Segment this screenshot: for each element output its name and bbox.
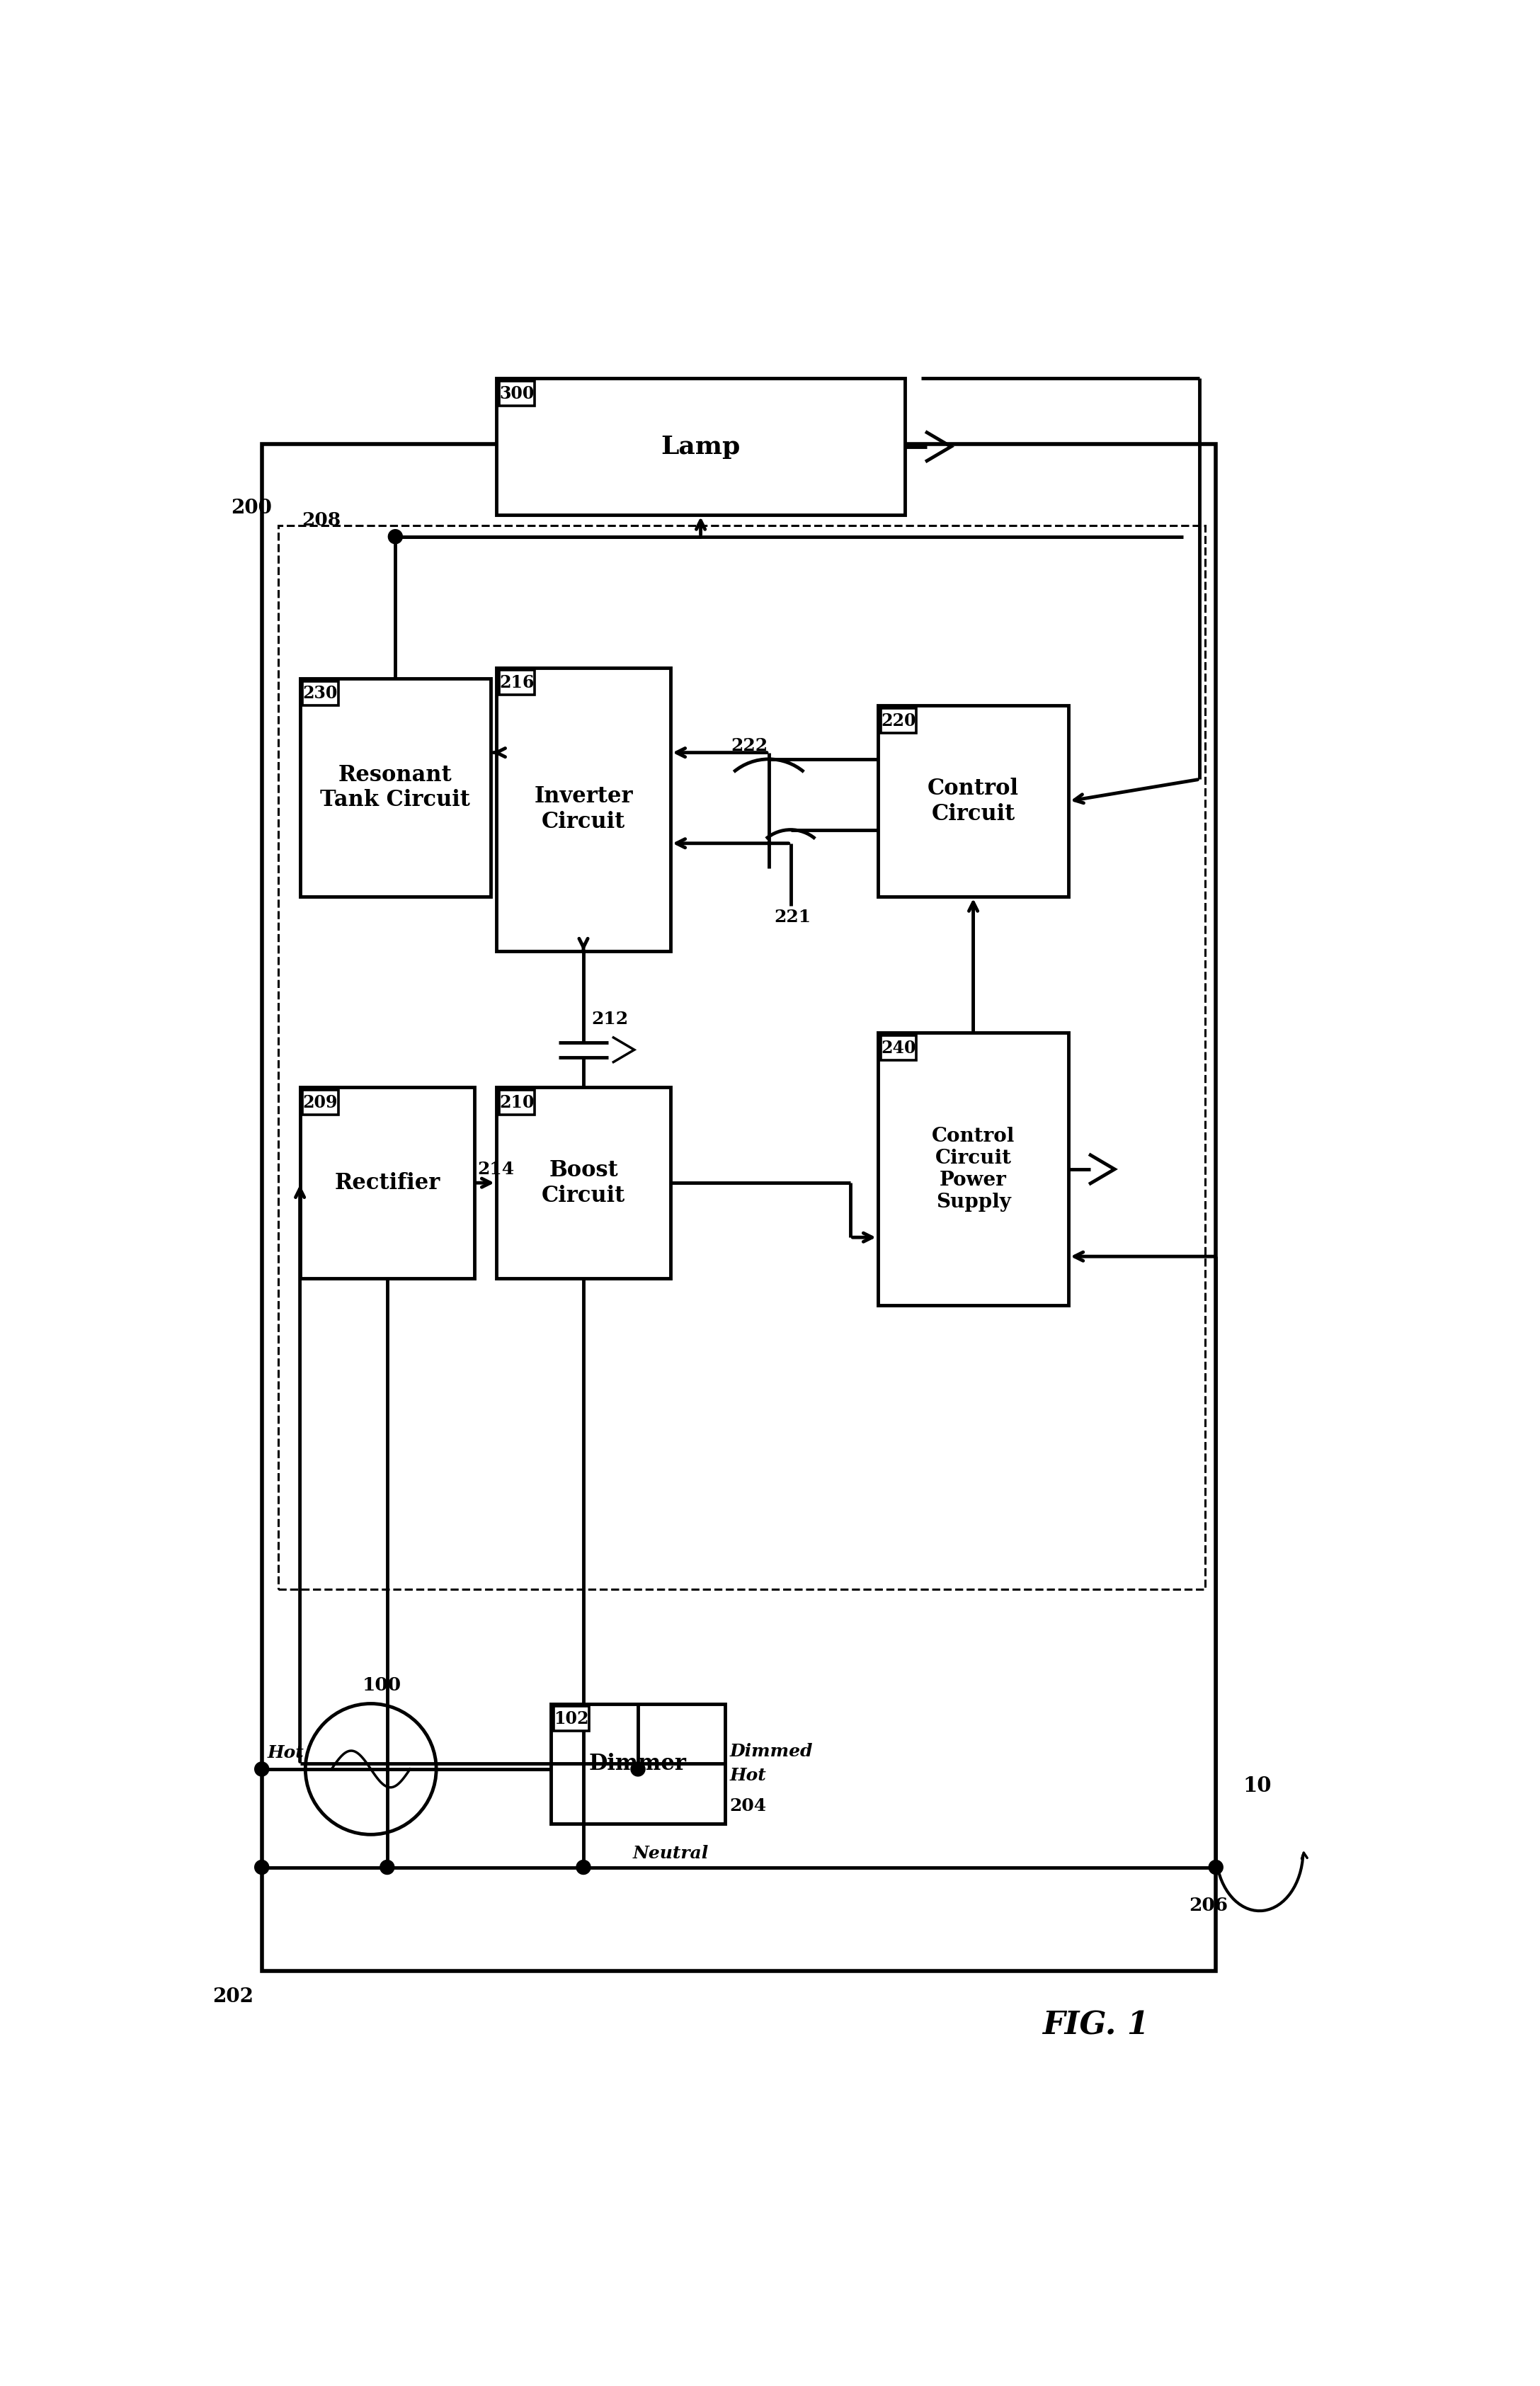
FancyBboxPatch shape: [551, 1704, 725, 1823]
Text: 214: 214: [477, 1160, 514, 1179]
Circle shape: [380, 1861, 394, 1875]
FancyBboxPatch shape: [496, 379, 906, 515]
Text: 200: 200: [231, 499, 271, 518]
FancyBboxPatch shape: [499, 1090, 534, 1114]
Text: 206: 206: [1189, 1897, 1227, 1914]
Text: Hot: Hot: [730, 1768, 767, 1785]
Text: 222: 222: [730, 737, 767, 754]
Text: 209: 209: [303, 1093, 337, 1112]
Text: 216: 216: [499, 673, 534, 692]
FancyBboxPatch shape: [300, 678, 491, 897]
Circle shape: [1209, 1861, 1223, 1875]
Text: 208: 208: [302, 511, 340, 530]
FancyBboxPatch shape: [300, 1088, 474, 1279]
FancyBboxPatch shape: [499, 670, 534, 694]
Text: 102: 102: [554, 1711, 588, 1727]
FancyBboxPatch shape: [496, 1088, 671, 1279]
Text: Boost
Circuit: Boost Circuit: [542, 1160, 625, 1207]
Text: 230: 230: [303, 685, 337, 701]
FancyBboxPatch shape: [881, 709, 916, 733]
Circle shape: [388, 530, 402, 544]
FancyBboxPatch shape: [499, 382, 534, 406]
Circle shape: [631, 1761, 645, 1775]
Text: 300: 300: [499, 384, 534, 401]
Text: 221: 221: [775, 909, 812, 926]
FancyBboxPatch shape: [878, 1033, 1069, 1305]
Text: Inverter
Circuit: Inverter Circuit: [534, 785, 633, 833]
FancyBboxPatch shape: [303, 1090, 339, 1114]
Text: Neutral: Neutral: [633, 1844, 708, 1861]
Text: 202: 202: [213, 1988, 254, 2007]
Text: 212: 212: [591, 1012, 628, 1028]
FancyBboxPatch shape: [303, 680, 339, 706]
Text: Dimmer: Dimmer: [590, 1754, 687, 1775]
FancyBboxPatch shape: [878, 706, 1069, 897]
Text: 210: 210: [499, 1093, 534, 1112]
Text: Control
Circuit: Control Circuit: [927, 778, 1019, 826]
Text: Rectifier: Rectifier: [334, 1172, 440, 1193]
Text: FIG. 1: FIG. 1: [1043, 2009, 1149, 2040]
Circle shape: [305, 1704, 436, 1835]
Text: 240: 240: [881, 1040, 916, 1057]
Text: Control
Circuit
Power
Supply: Control Circuit Power Supply: [932, 1126, 1015, 1212]
FancyBboxPatch shape: [881, 1036, 916, 1059]
Text: 204: 204: [730, 1797, 767, 1816]
Text: 220: 220: [881, 711, 916, 730]
Text: 10: 10: [1243, 1775, 1272, 1797]
FancyBboxPatch shape: [496, 668, 671, 952]
Text: Dimmed: Dimmed: [730, 1744, 813, 1761]
Text: Resonant
Tank Circuit: Resonant Tank Circuit: [320, 764, 470, 811]
Circle shape: [254, 1761, 270, 1775]
FancyBboxPatch shape: [553, 1706, 588, 1730]
Circle shape: [254, 1861, 270, 1875]
Text: Hot: Hot: [268, 1744, 303, 1761]
Text: 100: 100: [362, 1675, 402, 1694]
Circle shape: [576, 1861, 590, 1875]
Text: Lamp: Lamp: [661, 434, 741, 458]
